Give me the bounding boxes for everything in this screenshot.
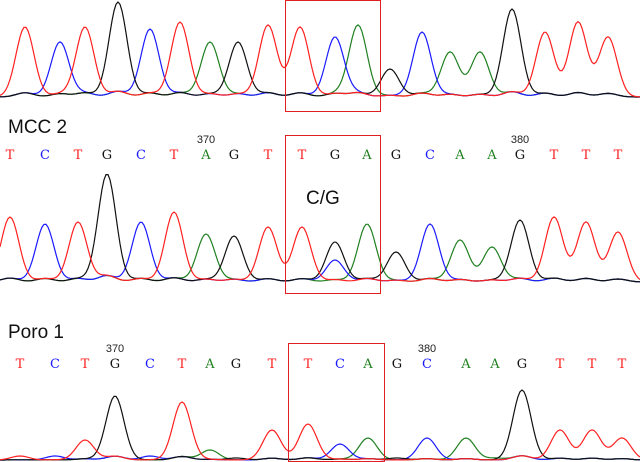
- base-call-T: T: [587, 357, 597, 372]
- base-call-C: C: [50, 357, 60, 372]
- base-call-A: A: [455, 148, 465, 163]
- base-call-T: T: [581, 148, 591, 163]
- base-call-A: A: [363, 357, 373, 372]
- base-call-A: A: [201, 148, 211, 163]
- base-call-T: T: [555, 357, 565, 372]
- base-call-T: T: [15, 357, 25, 372]
- trace-C: [0, 28, 640, 98]
- base-call-T: T: [80, 357, 90, 372]
- base-call-G: G: [391, 357, 403, 372]
- base-call-C: C: [40, 148, 50, 163]
- base-call-G: G: [230, 357, 242, 372]
- base-call-A: A: [205, 357, 215, 372]
- trace-G: [0, 1, 640, 98]
- position-marker: 380: [510, 134, 530, 146]
- base-call-T: T: [549, 148, 559, 163]
- trace-G: [0, 174, 640, 283]
- base-call-T: T: [169, 148, 179, 163]
- base-call-C: C: [145, 357, 155, 372]
- trace-G: [0, 389, 640, 461]
- base-call-G: G: [514, 148, 526, 163]
- panel-label-poro1: Poro 1: [8, 322, 64, 343]
- base-call-G: G: [390, 148, 402, 163]
- base-call-T: T: [177, 357, 187, 372]
- base-call-T: T: [617, 357, 627, 372]
- position-marker: 370: [105, 343, 125, 355]
- trace-T: [0, 20, 640, 98]
- variant-annotation: C/G: [306, 188, 340, 209]
- base-call-A: A: [487, 148, 497, 163]
- base-call-G: G: [329, 148, 341, 163]
- panel-label-mcc2: MCC 2: [8, 117, 68, 138]
- base-call-T: T: [267, 357, 277, 372]
- base-call-G: G: [101, 148, 113, 163]
- base-call-G: G: [228, 148, 240, 163]
- base-call-C: C: [136, 148, 146, 163]
- base-call-T: T: [613, 148, 623, 163]
- base-call-T: T: [73, 148, 83, 163]
- base-call-A: A: [362, 148, 372, 163]
- base-call-A: A: [461, 357, 471, 372]
- base-call-G: G: [516, 357, 528, 372]
- base-call-C: C: [422, 357, 432, 372]
- trace-T: [0, 401, 640, 461]
- highlight-box-mcc2: [285, 135, 381, 294]
- base-call-T: T: [263, 148, 273, 163]
- base-call-T: T: [5, 148, 15, 163]
- base-call-G: G: [109, 357, 121, 372]
- base-call-T: T: [297, 148, 307, 163]
- base-call-C: C: [335, 357, 345, 372]
- trace-T: [0, 211, 640, 282]
- position-marker: 370: [196, 134, 216, 146]
- position-marker: 380: [417, 343, 437, 355]
- highlight-box-top: [285, 0, 381, 112]
- base-call-A: A: [490, 357, 500, 372]
- base-call-T: T: [303, 357, 313, 372]
- base-call-C: C: [425, 148, 435, 163]
